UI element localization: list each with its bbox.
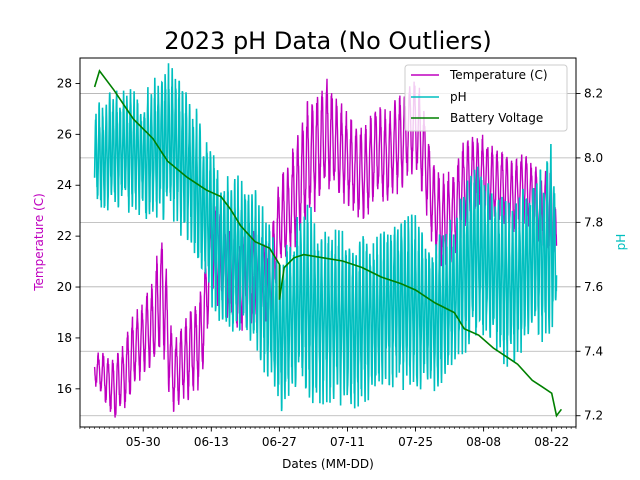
legend: Temperature (C) pH Battery Voltage xyxy=(404,64,568,132)
x-tick-label: 07-11 xyxy=(330,435,365,449)
x-tick-label: 08-08 xyxy=(466,435,501,449)
legend-label-ph: pH xyxy=(450,90,467,104)
y-right-tick-label: 8.0 xyxy=(584,151,603,165)
y-right-tick-label: 7.8 xyxy=(584,215,603,229)
legend-label-temperature: Temperature (C) xyxy=(449,68,548,82)
y-left-tick-label: 22 xyxy=(57,229,72,243)
plot-series-group xyxy=(93,63,563,418)
y-left-tick-label: 16 xyxy=(57,382,72,396)
x-tick-label: 05-30 xyxy=(126,435,161,449)
y-axis-left: 16 18 20 22 24 26 28 xyxy=(57,76,80,396)
y-right-tick-label: 7.4 xyxy=(584,344,603,358)
series-line-battery-voltage xyxy=(93,69,563,418)
x-tick-label: 06-13 xyxy=(194,435,229,449)
x-axis-label: Dates (MM-DD) xyxy=(282,457,374,471)
series-line-ph xyxy=(93,63,558,412)
y-right-tick-label: 8.2 xyxy=(584,86,603,100)
x-axis: 05-30 06-13 06-27 07-11 07-25 08-08 08-22 xyxy=(79,427,577,449)
y-left-tick-label: 24 xyxy=(57,178,72,192)
y-axis-right-label: pH xyxy=(614,234,628,251)
chart-title: 2023 pH Data (No Outliers) xyxy=(164,27,492,55)
legend-label-battery-voltage: Battery Voltage xyxy=(450,111,543,125)
x-tick-label: 08-22 xyxy=(534,435,569,449)
x-tick-label: 07-25 xyxy=(398,435,433,449)
series-line-temperature xyxy=(93,78,558,418)
y-axis-right: 7.2 7.4 7.6 7.8 8.0 8.2 xyxy=(576,86,603,423)
y-right-tick-label: 7.2 xyxy=(584,409,603,423)
y-left-tick-label: 20 xyxy=(57,280,72,294)
y-axis-left-label: Temperature (C) xyxy=(32,193,46,292)
y-left-tick-label: 28 xyxy=(57,76,72,90)
y-right-tick-label: 7.6 xyxy=(584,280,603,294)
x-tick-label: 06-27 xyxy=(262,435,297,449)
y-left-tick-label: 26 xyxy=(57,127,72,141)
y-left-tick-label: 18 xyxy=(57,331,72,345)
legend-box xyxy=(404,64,568,132)
